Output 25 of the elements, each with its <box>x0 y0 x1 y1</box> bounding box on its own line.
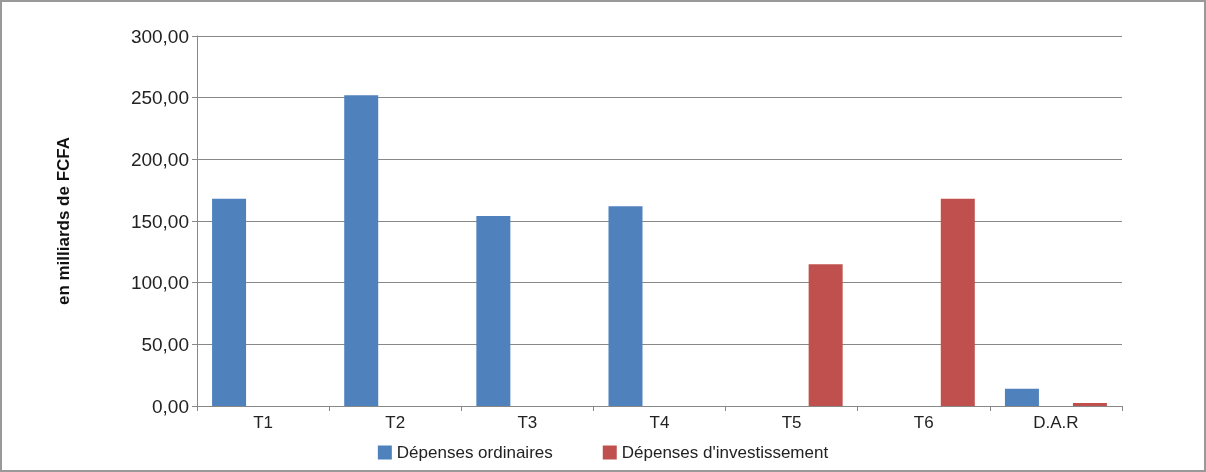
y-axis-title: en milliards de FCFA <box>54 136 73 306</box>
x-tick-label: T5 <box>781 413 802 432</box>
y-tick-label: 150,00 <box>130 210 189 232</box>
y-tick-label: 300,00 <box>130 25 189 47</box>
bar <box>608 206 643 406</box>
bar <box>476 216 511 406</box>
legend-label: Dépenses ordinaires <box>396 443 553 462</box>
legend-label: Dépenses d'investissement <box>621 443 829 462</box>
bar <box>808 264 843 406</box>
y-tick-label: 50,00 <box>141 333 189 355</box>
x-tick-label: T1 <box>253 413 273 432</box>
y-tick-label: 200,00 <box>130 148 189 170</box>
y-tick-label: 0,00 <box>152 395 189 417</box>
bar <box>940 198 975 406</box>
y-tick-label: 250,00 <box>130 87 189 109</box>
x-tick-label: T3 <box>517 413 538 432</box>
x-tick-label: D.A.R <box>1033 413 1079 432</box>
x-tick-label: T4 <box>649 413 670 432</box>
x-tick-label: T6 <box>913 413 934 432</box>
bar <box>212 198 247 406</box>
bar <box>1072 402 1107 406</box>
bar <box>1004 388 1039 406</box>
y-tick-label: 100,00 <box>130 272 189 294</box>
bar <box>344 95 379 406</box>
x-tick-label: T2 <box>385 413 406 432</box>
